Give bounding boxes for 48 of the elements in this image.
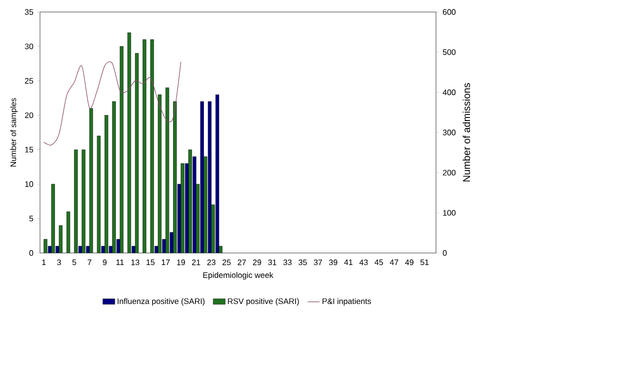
x-tick-label: 45 [374, 260, 383, 266]
x-axis-title: Epidemiologic week [203, 272, 274, 280]
y2-tick-label: 600 [442, 9, 456, 15]
y-tick-label: 35 [24, 9, 34, 15]
y2-tick-label: 0 [442, 250, 447, 256]
x-tick-label: 41 [344, 260, 352, 266]
legend-label: P&I inpatients [322, 298, 372, 306]
x-tick-label: 39 [329, 260, 338, 266]
x-tick-label: 9 [102, 260, 107, 266]
x-tick-label: 7 [88, 260, 92, 266]
y2-tick-label: 500 [442, 49, 456, 55]
x-tick-label: 13 [131, 260, 140, 266]
y2-axis-title: Number of admissions [462, 83, 470, 182]
y2-tick-label: 400 [442, 90, 456, 96]
y-tick-label: 20 [24, 112, 34, 118]
x-tick-label: 51 [420, 260, 429, 266]
x-tick-label: 19 [177, 260, 185, 266]
y-tick-label: 10 [25, 181, 34, 187]
y-tick-label: 0 [29, 250, 34, 256]
x-tick-label: 5 [72, 260, 76, 266]
x-tick-label: 15 [146, 260, 155, 266]
y-axis-title: Number of samples [10, 98, 18, 167]
x-tick-label: 49 [405, 260, 414, 266]
x-tick-label: 25 [222, 260, 231, 266]
x-tick-label: 11 [116, 260, 124, 266]
line-series [44, 62, 182, 146]
x-tick-label: 23 [207, 260, 216, 266]
y-tick-label: 25 [24, 78, 34, 84]
y2-tick-label: 100 [443, 210, 456, 216]
x-tick-label: 1 [42, 260, 46, 266]
y-tick-label: 5 [29, 216, 34, 222]
x-tick-label: 43 [359, 260, 368, 266]
x-tick-label: 37 [314, 260, 322, 266]
y-tick-label: 30 [24, 44, 34, 50]
x-tick-label: 31 [268, 260, 276, 266]
x-tick-label: 17 [162, 260, 170, 266]
x-tick-label: 3 [57, 260, 61, 266]
x-tick-label: 29 [253, 260, 262, 266]
x-tick-label: 33 [283, 260, 292, 266]
y-tick-label: 15 [25, 146, 34, 152]
x-tick-label: 21 [192, 260, 200, 266]
x-tick-label: 35 [298, 260, 307, 266]
x-tick-label: 27 [238, 260, 246, 266]
y2-tick-label: 300 [442, 130, 456, 136]
x-tick-label: 47 [390, 260, 398, 266]
y2-tick-label: 200 [442, 170, 456, 176]
legend-label: RSV positive (SARI) [228, 298, 299, 306]
legend-label: Influenza positive (SARI) [118, 298, 205, 306]
